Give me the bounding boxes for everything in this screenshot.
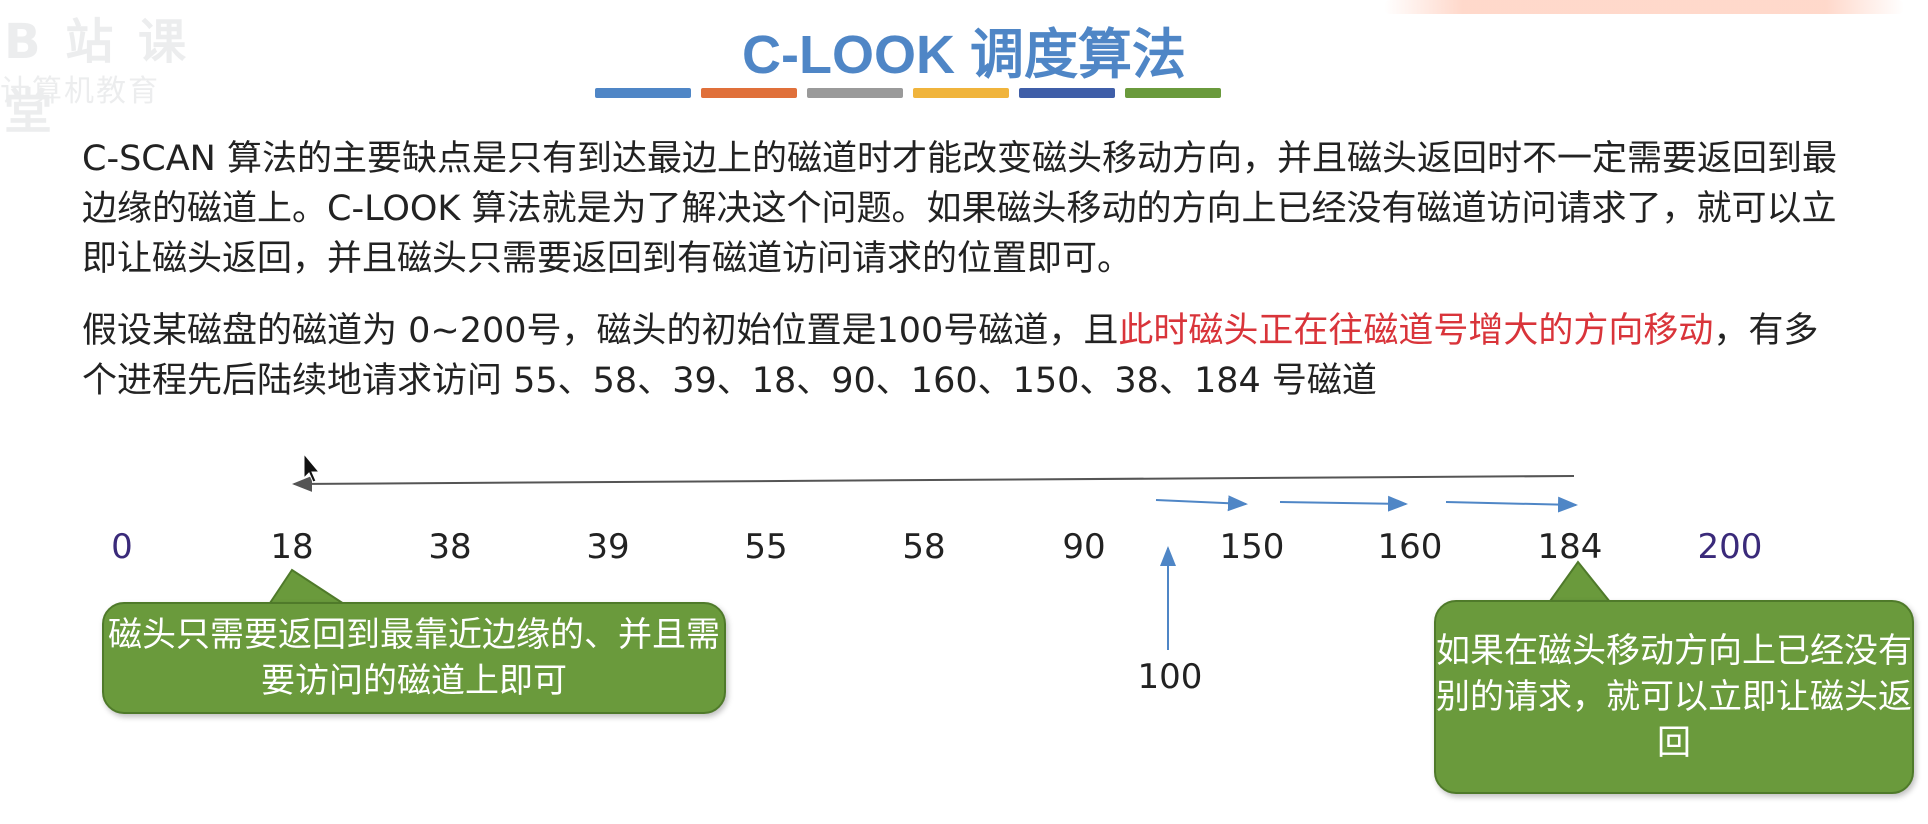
header-decoration [1384,0,1904,14]
callout-left: 磁头只需要返回到最靠近边缘的、并且需要访问的磁道上即可 [102,602,726,714]
title-bar-green [1125,88,1221,98]
watermark: B 站 课 堂 计算机教育 [0,0,240,140]
callout-right: 如果在磁头移动方向上已经没有别的请求，就可以立即让磁头返回 [1434,600,1914,794]
mouse-cursor-icon [303,452,321,483]
move-arrow-1 [1155,495,1248,512]
watermark-logo: B 站 课 堂 [4,14,191,140]
track-label: 18 [270,527,314,567]
start-track-label: 100 [1137,657,1203,697]
track-label: 150 [1219,527,1285,567]
track-label: 90 [1062,527,1106,567]
track-label: 160 [1377,527,1443,567]
track-label: 58 [902,527,946,567]
title-bar-navy [1019,88,1115,98]
example-highlight: 此时磁头正在往磁道号增大的方向移动 [1118,311,1714,351]
track-label: 55 [744,527,788,567]
callout-left-tail [266,568,348,608]
callout-right-tail [1546,560,1613,606]
track-label: 200 [1697,527,1763,567]
track-label: 0 [111,527,133,567]
title-bar-yellow [913,88,1009,98]
track-label: 38 [428,527,472,567]
example-text-1: 假设某磁盘的磁道为 0~200号，磁头的初始位置是100号磁道，且 [82,311,1119,351]
track-label: 184 [1537,527,1603,567]
move-arrow-3 [1445,496,1578,513]
track-label: 39 [586,527,630,567]
example-text-2: ，有多个进程先后陆续地请求访问 55、58、39、18、90、160、150、3… [82,311,1819,401]
title-bar-gray [807,88,903,98]
slide-title: C-LOOK 调度算法 [742,25,1186,85]
return-arrow [292,475,1575,492]
intro-paragraph: C-SCAN 算法的主要缺点是只有到达最边上的磁道时才能改变磁头移动方向，并且磁… [82,139,1837,279]
move-arrow-2 [1279,495,1408,512]
watermark-subtitle: 计算机教育 [0,74,160,109]
title-bar-orange [701,88,797,98]
example-paragraph: 假设某磁盘的磁道为 0~200号，磁头的初始位置是100号磁道，且此时磁头正在往… [82,306,1842,406]
title-bar-blue [595,88,691,98]
